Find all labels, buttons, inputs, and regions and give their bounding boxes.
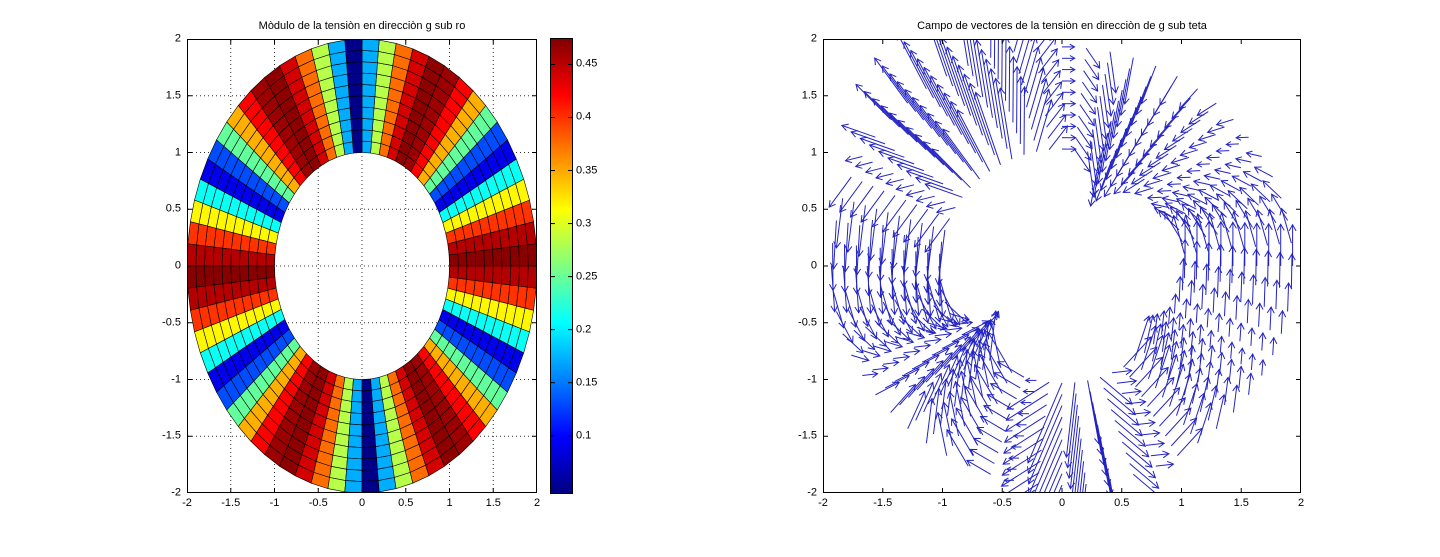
colorbar-tick-label: 0.3 [576, 217, 592, 230]
colorbar [550, 38, 573, 494]
right-x-tick-label: -0.5 [992, 497, 1012, 509]
right-x-tick-label: 1.5 [1233, 497, 1249, 509]
right-x-tick-label: -1 [937, 497, 948, 509]
right-y-tick-label: 2 [810, 32, 817, 45]
colorbar-tick-label: 0.35 [576, 164, 598, 177]
right-x-tick-label: 1 [1178, 497, 1185, 509]
left-x-tick-label: -0.5 [308, 497, 328, 509]
left-x-tick-label: 1.5 [485, 497, 501, 509]
right-x-tick-label: 0 [1058, 497, 1066, 509]
right-y-tick-label: 1 [810, 146, 817, 158]
right-y-tick-label: 0.5 [801, 202, 817, 215]
left-y-tick-label: 1 [174, 146, 181, 158]
colorbar-tick-label: 0.1 [576, 429, 592, 442]
right-y-tick-label: -1.5 [798, 429, 817, 442]
right-y-tick-label: -1 [807, 373, 817, 385]
right-x-tick-label: -2 [818, 497, 828, 509]
quiver-plot-area [823, 39, 1301, 493]
left-y-tick-label: -2 [171, 486, 181, 499]
colorbar-tick-label: 0.25 [576, 270, 598, 283]
left-y-tick-label: -1.5 [162, 429, 181, 442]
right-y-tick-label: -2 [807, 486, 817, 499]
left-x-tick-label: -1.5 [221, 497, 241, 509]
left-x-tick-label: -1 [269, 497, 280, 509]
left-y-tick-label: 1.5 [165, 89, 181, 102]
right-y-tick-label: 1.5 [801, 89, 817, 102]
right-chart-title: Campo de vectores de la tensiòn en direc… [917, 20, 1207, 32]
colorbar-tick-label: 0.15 [576, 376, 598, 389]
right-x-tick-label: 2 [1297, 497, 1305, 509]
right-x-tick-label: 0.5 [1114, 497, 1130, 509]
left-y-tick-label: -0.5 [162, 316, 181, 329]
left-y-tick-label: 0 [174, 259, 181, 272]
right-y-tick-label: -0.5 [798, 316, 817, 329]
left-y-tick-label: 2 [174, 32, 181, 45]
left-x-tick-label: 2 [533, 497, 541, 509]
left-y-tick-label: -1 [171, 373, 181, 385]
left-chart-title: Mòdulo de la tensiòn en direcciòn g sub … [258, 20, 466, 32]
colorbar-tick-label: 0.45 [576, 57, 598, 70]
right-y-tick-label: 0 [810, 259, 817, 272]
right-x-tick-label: -1.5 [873, 497, 893, 509]
colorbar-tick-label: 0.2 [576, 323, 592, 336]
left-x-tick-label: 0.5 [398, 497, 414, 509]
left-x-tick-label: 1 [446, 497, 453, 509]
colorbar-tick-label: 0.4 [576, 110, 592, 123]
left-y-tick-label: 0.5 [165, 202, 181, 215]
left-x-tick-label: 0 [358, 497, 366, 509]
pcolor-plot-area [187, 39, 537, 493]
left-x-tick-label: -2 [182, 497, 192, 509]
